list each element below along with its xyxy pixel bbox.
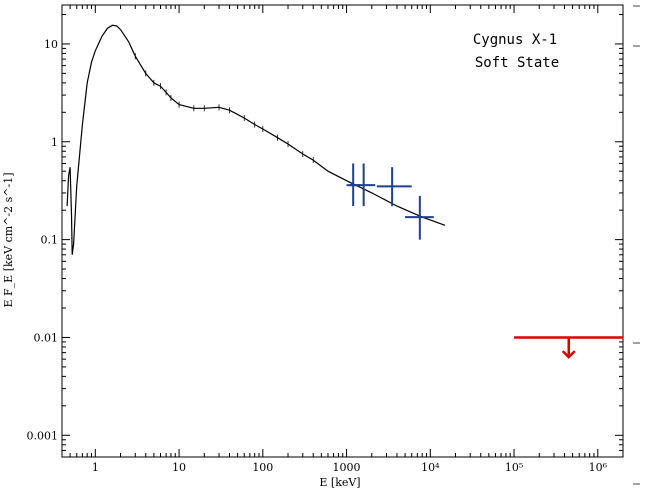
data-layer	[66, 24, 623, 359]
y-tick-label: 0.01	[34, 331, 59, 344]
x-axis-title: E [keV]	[319, 476, 360, 489]
y-tick-label: 0.001	[27, 429, 59, 442]
annotation-state: Soft State	[475, 55, 559, 71]
x-tick-label: 1	[92, 461, 99, 474]
x-tick-label: 1000	[333, 461, 361, 474]
x-tick-label: 10⁵	[505, 461, 523, 474]
x-tick-label: 10⁶	[589, 461, 608, 474]
x-axis-ticks: 1 10 100 1000 10⁴ 10⁵ 10⁶	[61, 5, 624, 474]
x-tick-label: 100	[252, 461, 273, 474]
annotation-source: Cygnus X-1	[473, 32, 557, 48]
x-tick-label: 10	[172, 461, 186, 474]
y-axis-ticks: 0.001 0.01 0.1 1 10	[27, 13, 623, 458]
upper-limit-arrowhead	[561, 350, 576, 359]
y-tick-label: 1	[51, 136, 58, 149]
y-tick-label: 0.1	[41, 234, 59, 247]
plot-frame	[61, 4, 624, 458]
y-axis-title: E F_E [keV cm^-2 s^-1]	[2, 173, 15, 308]
x-tick-label: 10⁴	[421, 461, 440, 474]
y-tick-label: 10	[44, 38, 58, 51]
model-spectrum-line	[66, 24, 446, 255]
